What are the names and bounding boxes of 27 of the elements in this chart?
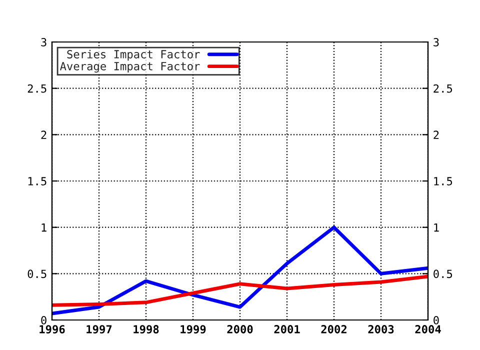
y-tick-label: 0.5 [28, 270, 46, 278]
legend-label: Series Impact Factor [67, 50, 200, 61]
y-tick-label: 2.5 [28, 84, 46, 93]
x-tick-label: 2001 [274, 325, 300, 334]
y-tick-label: 2 [41, 130, 46, 139]
x-tick-label: 1998 [134, 325, 159, 334]
x-tick-label: 1996 [40, 325, 65, 334]
y2-tick-label: 2 [434, 130, 439, 139]
y-tick-label: 0 [41, 316, 46, 324]
y2-tick-label: 0 [434, 316, 439, 324]
legend-label: Average Impact Factor [60, 62, 200, 73]
y2-tick-label: 1.5 [434, 177, 452, 186]
line-series [52, 274, 428, 307]
y-tick-label: 1.5 [28, 177, 46, 186]
x-tick-label: 2000 [227, 325, 253, 334]
x-tick-label: 1997 [86, 325, 112, 334]
line-series [52, 226, 428, 316]
y2-tick-label: 2.5 [434, 84, 452, 93]
x-tick-label: 2003 [368, 325, 394, 334]
y-tick-label: 3 [41, 38, 46, 46]
x-tick-label: 2004 [415, 325, 441, 334]
y2-tick-label: 1 [434, 223, 439, 232]
y2-tick-label: 0.5 [434, 270, 452, 278]
y-tick-label: 1 [42, 223, 46, 232]
x-tick-label: 2002 [321, 325, 346, 334]
y2-tick-label: 3 [434, 38, 439, 46]
x-tick-label: 1999 [180, 325, 206, 334]
